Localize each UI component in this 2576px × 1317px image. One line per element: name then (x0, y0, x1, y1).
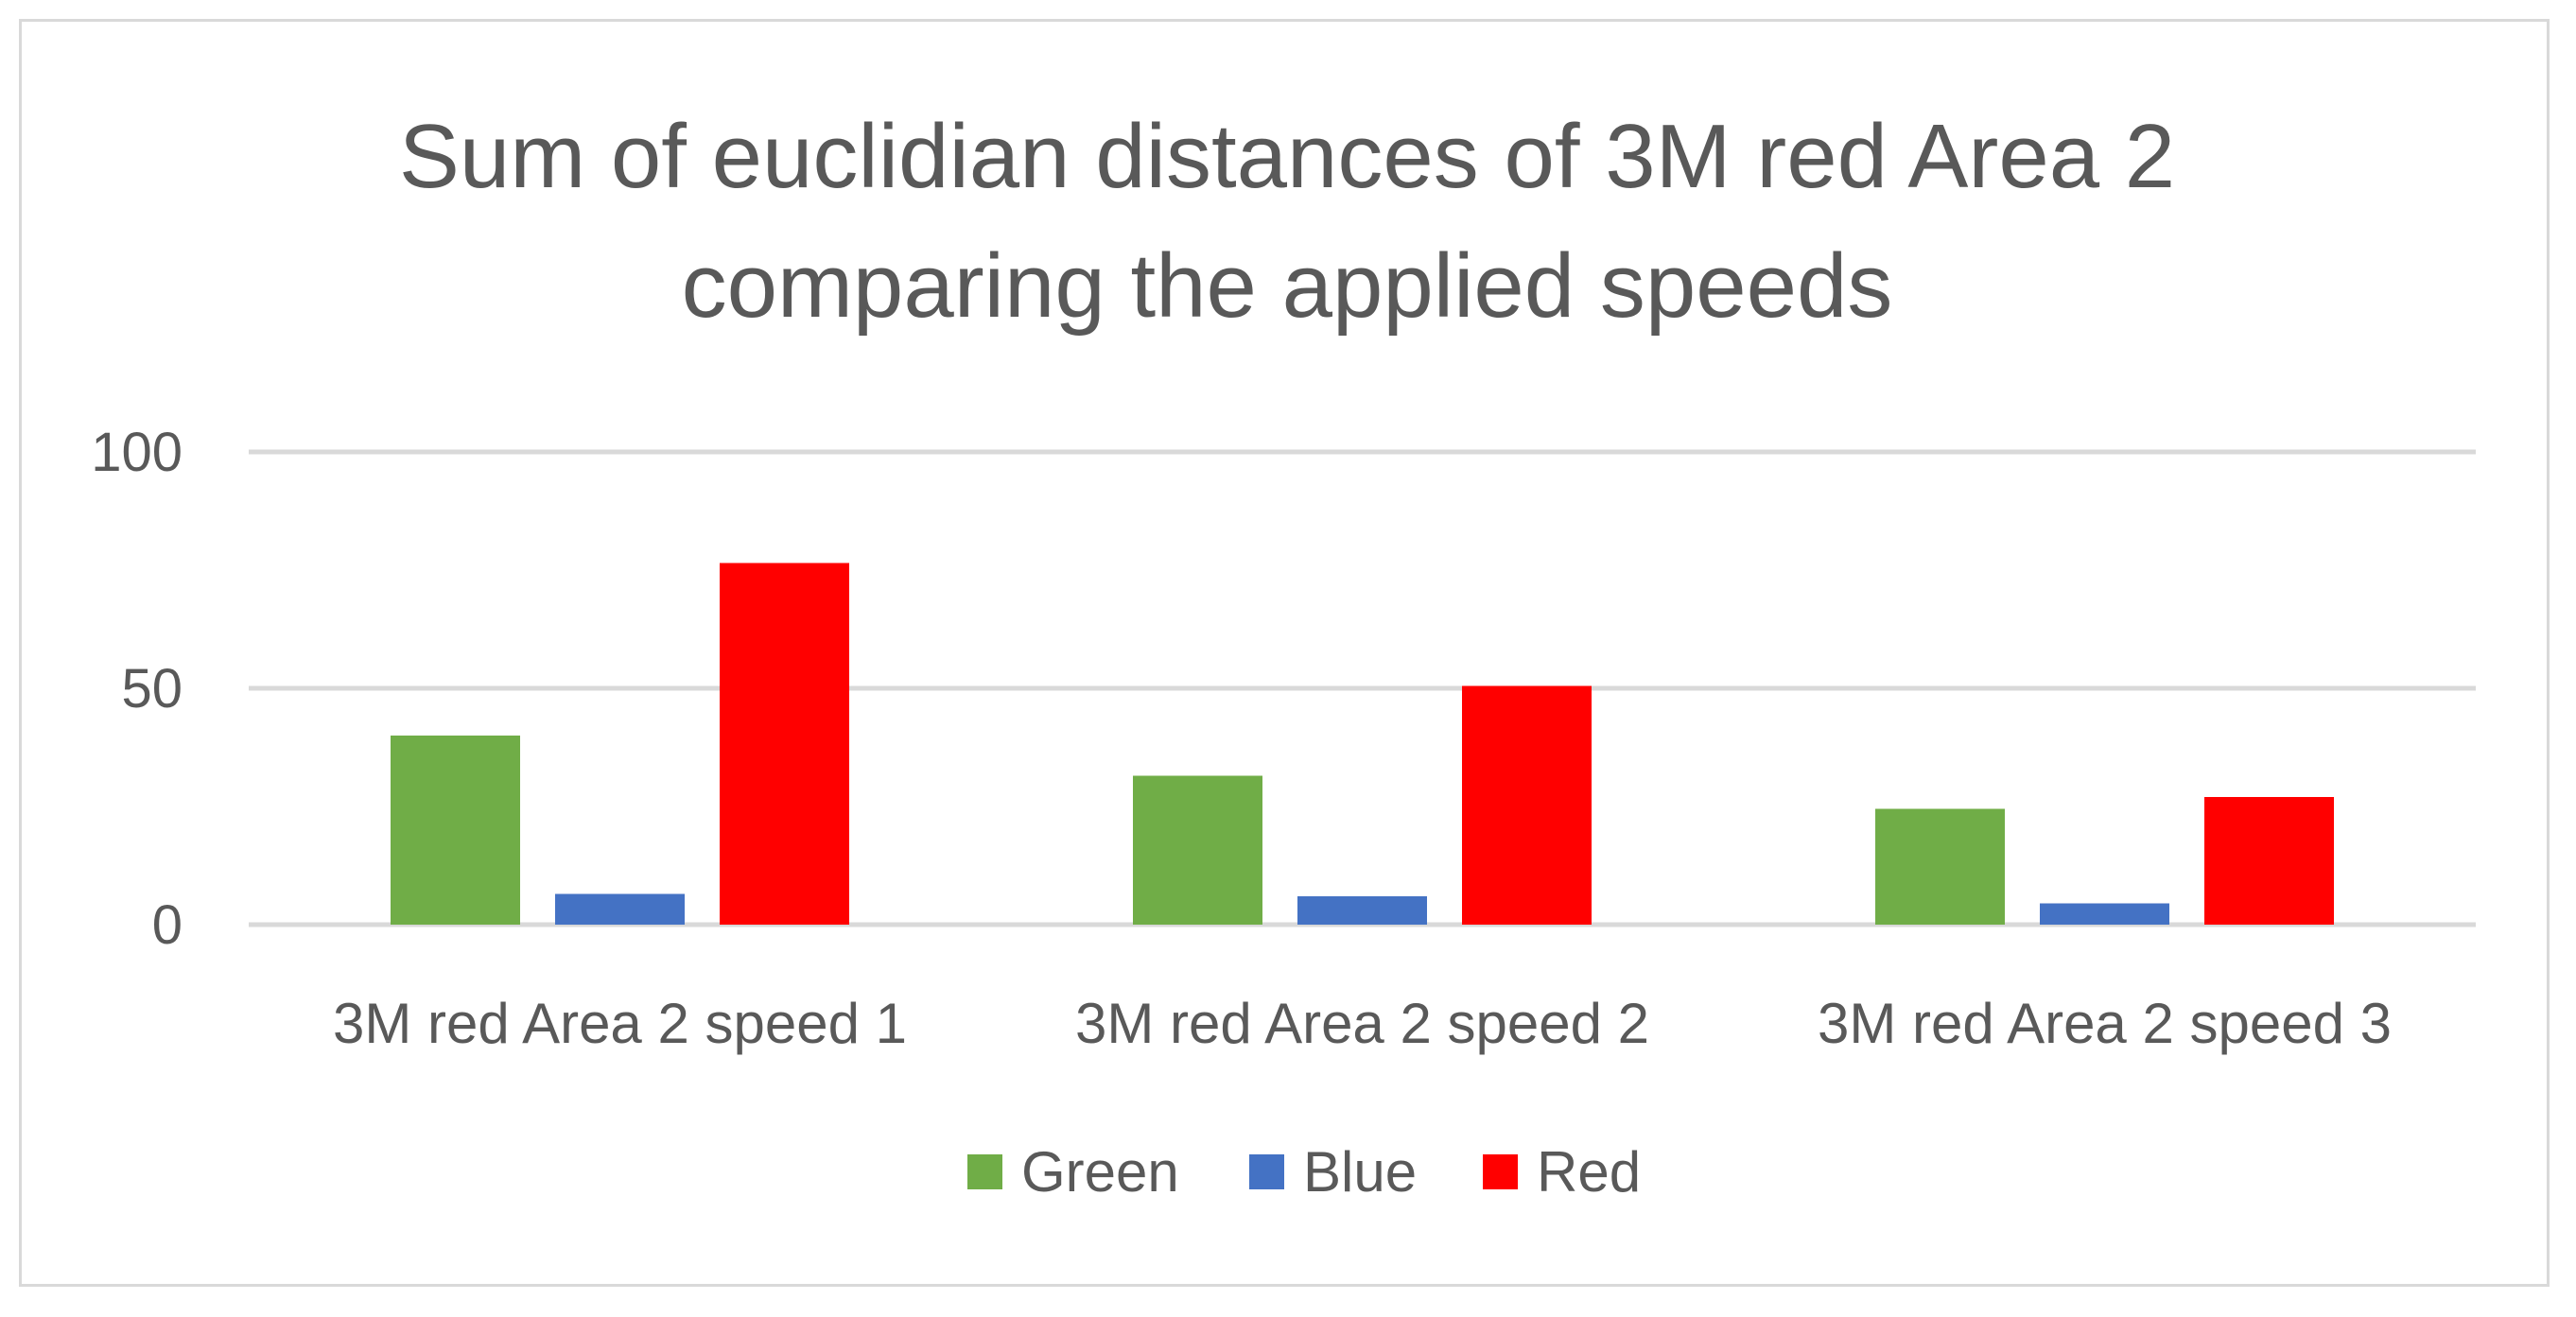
x-category-label: 3M red Area 2 speed 1 (333, 992, 907, 1055)
bar-red (1462, 685, 1592, 925)
x-axis-categories: 3M red Area 2 speed 1 3M red Area 2 speed… (333, 992, 2392, 1055)
y-axis-ticks: 0 50 100 (91, 422, 183, 956)
x-category-label: 3M red Area 2 speed 2 (1075, 992, 1649, 1055)
legend-label-blue: Blue (1303, 1140, 1417, 1204)
bar-green (391, 736, 520, 925)
bar-green (1875, 808, 2005, 925)
bar-red (2204, 797, 2334, 925)
chart-frame: Sum of euclidian distances of 3M red Are… (19, 19, 2550, 1287)
legend: Green Blue Red (967, 1140, 1641, 1204)
chart-title-line: Sum of euclidian distances of 3M red Are… (399, 106, 2175, 207)
y-tick-label: 50 (121, 658, 183, 719)
bar-blue (2040, 903, 2169, 925)
y-tick-label: 0 (152, 894, 183, 956)
legend-swatch-red (1483, 1154, 1518, 1189)
bar-chart: Sum of euclidian distances of 3M red Are… (91, 106, 2476, 1204)
legend-swatch-green (967, 1154, 1002, 1189)
bar-blue (555, 893, 685, 925)
bars (391, 563, 2334, 925)
chart-title-line: comparing the applied speeds (682, 235, 1893, 337)
bar-blue (1297, 896, 1427, 925)
chart-title: Sum of euclidian distances of 3M red Are… (399, 106, 2175, 337)
legend-swatch-blue (1249, 1154, 1284, 1189)
gridlines (249, 449, 2476, 927)
legend-label-red: Red (1537, 1140, 1641, 1204)
legend-label-green: Green (1021, 1140, 1179, 1204)
bar-red (720, 563, 849, 925)
y-tick-label: 100 (91, 422, 183, 483)
x-category-label: 3M red Area 2 speed 3 (1818, 992, 2392, 1055)
bar-green (1133, 775, 1262, 925)
